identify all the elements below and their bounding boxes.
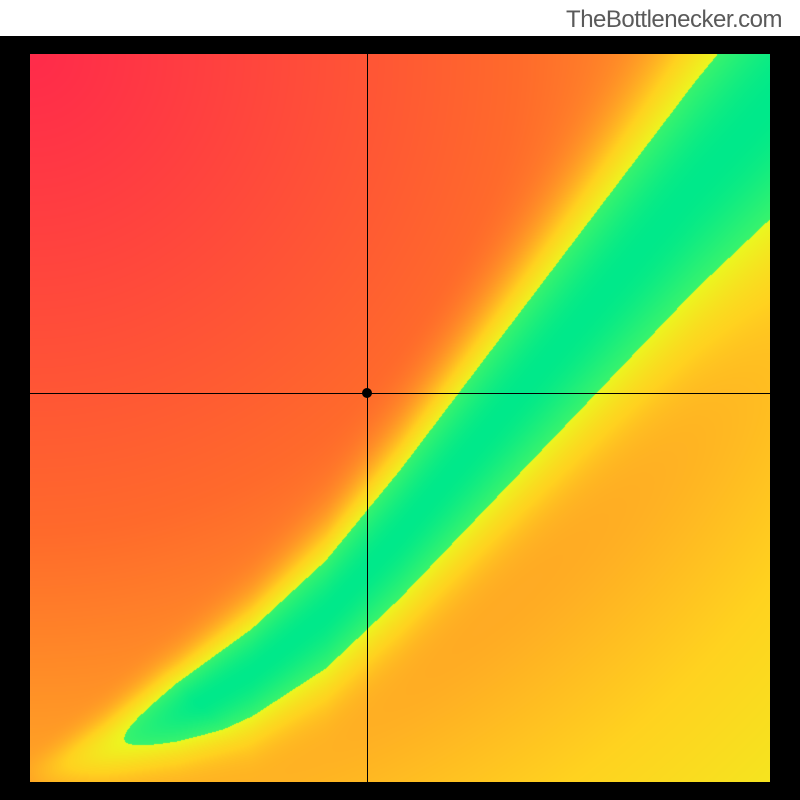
watermark-text: TheBottlenecker.com (566, 6, 782, 34)
chart-container: TheBottlenecker.com (0, 0, 800, 800)
chart-frame (0, 36, 800, 800)
plot-area (30, 54, 770, 782)
heatmap-canvas (30, 54, 770, 782)
crosshair-marker (362, 388, 372, 398)
crosshair-vertical (367, 54, 368, 782)
crosshair-horizontal (30, 393, 770, 394)
